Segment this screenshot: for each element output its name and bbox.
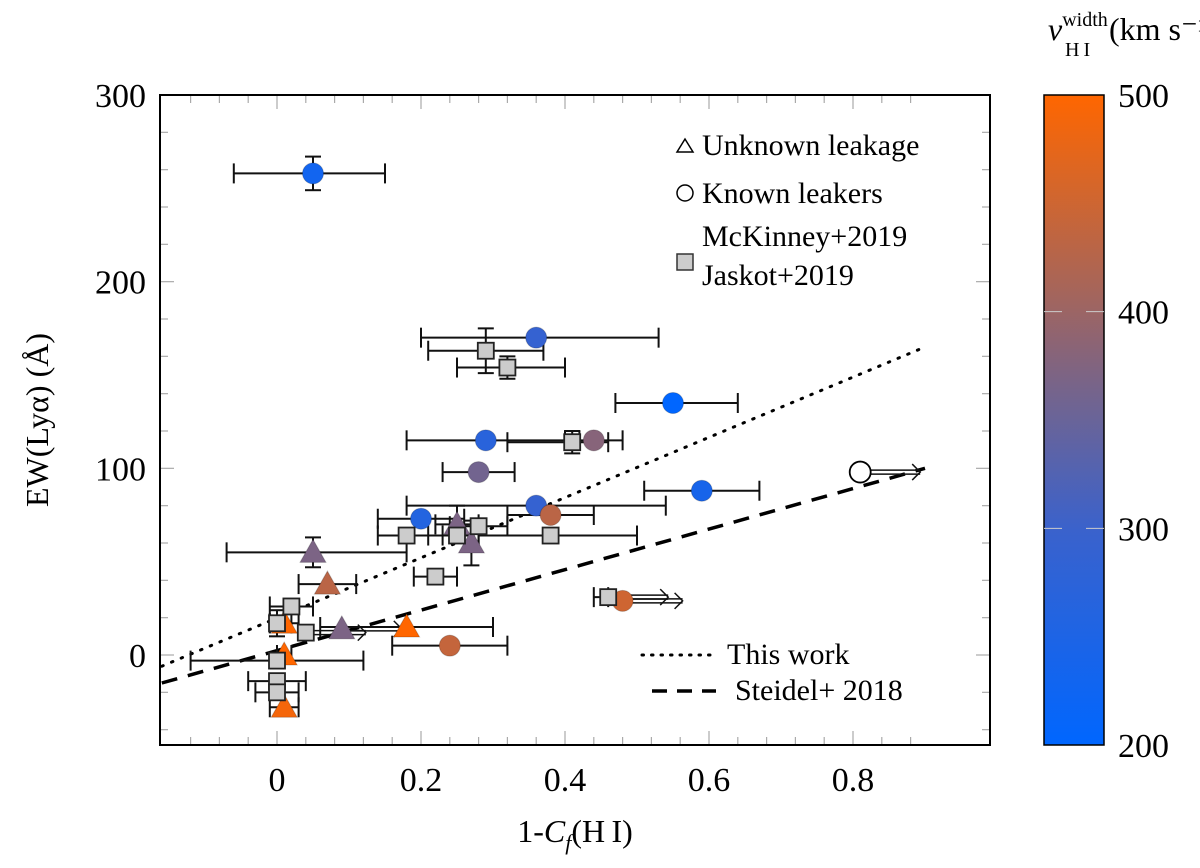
colorbar-tick-label: 300 bbox=[1118, 511, 1169, 548]
known-leaker-open-marker bbox=[848, 460, 872, 484]
known-leaker-marker bbox=[662, 392, 684, 414]
x-axis-title-suffix: (H I) bbox=[571, 813, 632, 849]
reference-sample-marker bbox=[563, 433, 582, 452]
unknown-leakage-marker bbox=[327, 614, 356, 640]
legend-square-icon bbox=[676, 253, 694, 271]
legend-label-mckinney: McKinney+2019 bbox=[702, 220, 907, 253]
limit-arrow-head bbox=[674, 592, 684, 610]
x-axis-title-sub: f bbox=[565, 830, 574, 855]
unknown-leakage-marker bbox=[392, 612, 421, 638]
legend-label-jaskot: Jaskot+2019 bbox=[702, 259, 854, 292]
legend-label-known: Known leakers bbox=[702, 177, 883, 210]
reference-sample-marker bbox=[448, 526, 466, 545]
colorbar-tick-label: 200 bbox=[1118, 728, 1169, 765]
reference-sample-marker bbox=[268, 683, 286, 702]
legend-label-this-work: This work bbox=[727, 638, 850, 671]
colorbar-title-sup: width bbox=[1062, 9, 1108, 31]
known-leaker-marker bbox=[302, 162, 324, 185]
y-tick-label: 0 bbox=[129, 638, 146, 675]
colorbar-title-var: v bbox=[1048, 11, 1063, 47]
y-axis-title: EW(Lyα) (Å) bbox=[19, 333, 55, 507]
data-markers bbox=[268, 162, 872, 718]
reference-sample-marker bbox=[282, 597, 301, 616]
colorbar: 200 300 400 500 vwidth H I (km s⁻¹) bbox=[1043, 9, 1200, 765]
reference-sample-marker bbox=[599, 588, 618, 607]
known-leaker-marker bbox=[410, 507, 432, 530]
x-tick-label: 0.4 bbox=[544, 762, 587, 799]
reference-sample-marker bbox=[469, 517, 488, 536]
fit-line-steidel bbox=[161, 466, 926, 685]
known-leaker-marker bbox=[467, 461, 490, 484]
limit-arrow-head bbox=[659, 588, 670, 606]
known-leaker-marker bbox=[582, 429, 605, 452]
reference-sample-marker bbox=[476, 341, 495, 360]
legend-triangle-icon bbox=[675, 137, 695, 153]
known-leaker-marker bbox=[438, 634, 461, 657]
x-tick-label: 0 bbox=[269, 762, 286, 799]
reference-sample-marker bbox=[498, 358, 517, 377]
y-tick-label: 200 bbox=[95, 265, 146, 302]
known-leaker-marker bbox=[690, 479, 713, 502]
reference-sample-marker bbox=[541, 526, 560, 545]
y-tick-label: 100 bbox=[95, 451, 146, 488]
colorbar-tick-label: 500 bbox=[1118, 78, 1169, 115]
unknown-leakage-marker bbox=[270, 693, 299, 718]
reference-sample-marker bbox=[397, 526, 416, 545]
x-tick-labels: 0 0.2 0.4 0.6 0.8 bbox=[269, 762, 875, 799]
known-leaker-marker bbox=[525, 326, 548, 349]
reference-sample-marker bbox=[268, 614, 286, 633]
reference-sample-marker bbox=[268, 651, 286, 670]
legend-label-steidel: Steidel+ 2018 bbox=[735, 674, 903, 707]
plot-frame bbox=[159, 94, 991, 746]
y-tick-labels: 0 100 200 300 bbox=[95, 78, 146, 675]
unknown-leakage-marker bbox=[299, 538, 327, 563]
colorbar-title: vwidth bbox=[1048, 9, 1108, 47]
legend-label-unknown: Unknown leakage bbox=[702, 129, 919, 162]
legend-circle-icon bbox=[676, 184, 694, 202]
colorbar-gradient bbox=[1043, 94, 1105, 746]
unknown-leakage-marker bbox=[313, 570, 342, 595]
x-tick-label: 0.6 bbox=[688, 762, 731, 799]
y-tick-label: 300 bbox=[95, 78, 146, 115]
x-axis-title-var: C bbox=[544, 813, 566, 849]
x-axis-title-prefix: 1- bbox=[517, 813, 544, 849]
minor-ticks bbox=[160, 94, 990, 745]
x-axis-title: 1-Cf(H I) bbox=[517, 813, 633, 855]
limit-arrow-head bbox=[911, 463, 922, 481]
known-leaker-marker bbox=[539, 504, 562, 526]
colorbar-ticks: 200 300 400 500 bbox=[1044, 78, 1169, 765]
colorbar-title-units: (km s⁻¹) bbox=[1109, 11, 1200, 47]
reference-sample-marker bbox=[426, 567, 445, 586]
x-tick-label: 0.8 bbox=[832, 762, 875, 799]
legend: Unknown leakage Known leakers McKinney+2… bbox=[640, 129, 919, 707]
colorbar-tick-label: 400 bbox=[1118, 295, 1169, 332]
reference-sample-marker bbox=[296, 623, 315, 642]
x-tick-label: 0.2 bbox=[400, 762, 443, 799]
known-leaker-marker bbox=[474, 429, 497, 452]
colorbar-title-sub: H I bbox=[1065, 39, 1090, 61]
limit-arrow-head bbox=[357, 624, 367, 642]
